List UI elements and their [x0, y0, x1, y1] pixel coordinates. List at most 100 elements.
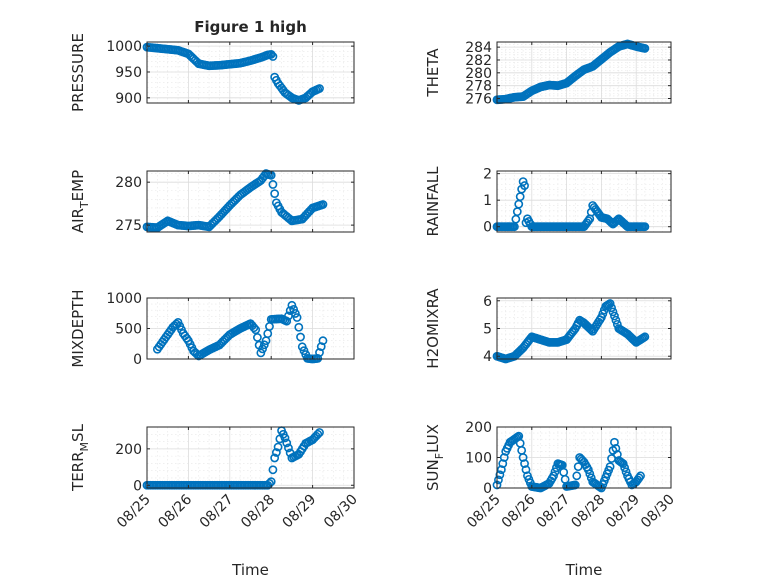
data-point	[610, 311, 619, 321]
data-point	[268, 52, 278, 61]
data-point	[583, 216, 593, 226]
data-point	[607, 303, 616, 313]
y-axis-label-part: SL	[69, 423, 87, 442]
y-axis-label: RAINFALL	[424, 166, 442, 237]
y-tick-label: 280	[465, 66, 492, 82]
data-point	[618, 459, 628, 468]
y-axis-label-part: AIR	[69, 208, 87, 233]
series-markers	[142, 42, 324, 105]
y-axis-label-subscript: T	[78, 201, 91, 209]
data-point	[252, 333, 262, 342]
data-point	[259, 340, 269, 350]
data-point	[499, 453, 509, 462]
y-axis-label-part: LUX	[424, 424, 442, 453]
data-point	[273, 442, 283, 452]
y-axis-label: TERRMSL	[69, 423, 91, 492]
data-point	[294, 322, 304, 332]
chart-title: Figure 1 high	[194, 18, 307, 36]
data-point	[612, 450, 622, 459]
data-point	[610, 437, 619, 447]
y-axis-label-part: TERR	[69, 451, 87, 492]
x-tick-label: 08/29	[280, 492, 320, 532]
x-tick-label: 08/26	[155, 491, 195, 531]
x-tick-label: 08/26	[499, 491, 539, 531]
data-point	[292, 313, 302, 322]
y-axis-label-part: SUN	[424, 459, 442, 491]
data-point	[265, 479, 274, 488]
y-axis-label-subscript: F	[433, 453, 446, 459]
y-tick-label: 500	[115, 322, 142, 338]
series-markers	[152, 300, 328, 364]
data-point	[318, 200, 328, 209]
data-point	[550, 467, 560, 477]
data-point	[289, 304, 299, 314]
y-axis-label: SUNFLUX	[424, 424, 446, 491]
y-axis-label: AIRTEMP	[69, 170, 91, 233]
series-markers	[492, 39, 650, 105]
data-point	[270, 453, 280, 463]
subplot-terr_msl: 0 200 08/25 08/26 08/27 08/28 08/29 08/30 TERRMS…	[69, 423, 361, 579]
subplot-pressure: 900 950 1000 PRESSURE Figure 1 high	[69, 18, 355, 112]
y-tick-label: 2	[483, 167, 492, 183]
data-point	[268, 180, 278, 189]
y-tick-label: 200	[465, 420, 492, 436]
data-point	[282, 438, 292, 448]
data-point	[251, 325, 261, 335]
subplot-h2omixra: 4 5 6 H2OMIXRA	[424, 288, 672, 369]
subplot-rainfall: 0 1 2 RAINFALL	[424, 166, 672, 237]
y-axis-label: H2OMIXRA	[424, 288, 442, 369]
series-markers	[492, 299, 650, 364]
x-tick-label: 08/28	[238, 492, 278, 532]
subplot-mixdepth: 0 500 1000 MIXDEPTH	[69, 289, 355, 368]
axes-box	[496, 170, 672, 233]
x-tick-label: 08/30	[638, 492, 678, 532]
data-point	[296, 332, 305, 342]
y-tick-label: 0	[483, 481, 492, 497]
data-point	[583, 465, 593, 475]
data-point	[620, 463, 629, 473]
axes-box	[146, 41, 355, 104]
data-point	[290, 309, 300, 318]
y-tick-label: 275	[115, 218, 142, 234]
data-point	[498, 459, 508, 468]
y-axis-label-subscript: M	[78, 442, 91, 452]
data-point	[549, 471, 558, 481]
data-point	[315, 84, 324, 93]
data-point	[270, 189, 280, 199]
data-point	[570, 480, 580, 490]
x-axis-label: Time	[565, 561, 603, 579]
y-axis-label-part: EMP	[69, 170, 87, 201]
data-point	[520, 459, 529, 468]
data-point	[520, 181, 529, 190]
data-point	[585, 469, 595, 479]
y-tick-label: 282	[465, 53, 492, 69]
data-point	[249, 323, 259, 333]
data-point	[258, 344, 267, 354]
data-point	[636, 471, 645, 481]
data-point	[521, 465, 531, 475]
data-point	[634, 473, 644, 483]
y-axis-label: THETA	[424, 48, 442, 98]
data-point	[518, 453, 528, 462]
data-point	[494, 475, 503, 485]
x-tick-label: 08/27	[197, 492, 237, 532]
data-point	[284, 443, 293, 453]
data-point	[605, 462, 615, 472]
series-markers	[142, 426, 324, 490]
data-point	[611, 315, 621, 325]
y-tick-label: 4	[483, 349, 492, 365]
data-point	[318, 336, 328, 346]
y-axis-label: MIXDEPTH	[69, 289, 87, 367]
y-tick-label: 6	[483, 294, 492, 310]
data-point	[268, 465, 278, 475]
y-tick-label: 0	[133, 352, 142, 368]
y-tick-label: 0	[133, 478, 142, 494]
axes-box	[146, 170, 355, 233]
data-point	[315, 348, 324, 357]
data-point	[271, 448, 281, 457]
x-tick-label: 08/29	[603, 492, 643, 532]
data-point	[266, 50, 276, 59]
data-point	[256, 348, 266, 358]
